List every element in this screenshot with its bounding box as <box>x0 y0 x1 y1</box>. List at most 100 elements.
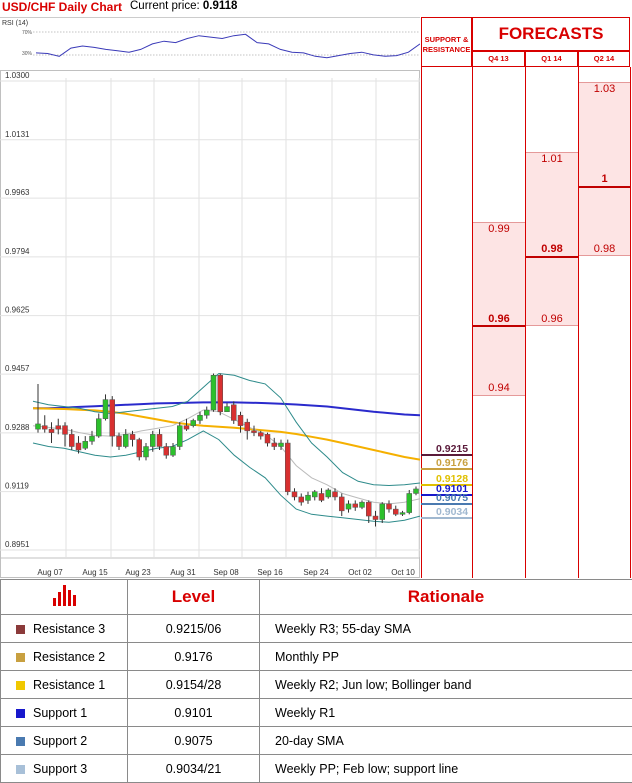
candle <box>211 375 216 410</box>
x-tick-label: Aug 07 <box>37 568 63 577</box>
candle <box>123 434 128 446</box>
rsi-panel: RSI (14) 70% 30% <box>0 17 420 71</box>
forecast-range-q2 <box>579 82 630 256</box>
candle <box>144 447 149 457</box>
overlay-line <box>33 410 420 504</box>
candle <box>265 434 270 443</box>
candle <box>245 422 250 431</box>
bar-chart-icon <box>51 584 77 606</box>
x-tick-label: Sep 24 <box>303 568 329 577</box>
forecast-mid-line-q4 <box>473 325 525 327</box>
current-price-label: Current price: <box>130 0 200 12</box>
x-tick-label: Sep 08 <box>213 568 239 577</box>
level-color-swatch <box>16 709 25 718</box>
chart-frame <box>1 71 420 578</box>
candle <box>346 504 351 509</box>
forecast-mid-line-q2 <box>579 186 630 188</box>
level-rationale: Weekly R2; Jun low; Bollinger band <box>260 671 632 699</box>
sr-level-value: 0.9176 <box>422 457 468 469</box>
candle <box>299 497 304 502</box>
sr-level-value: 0.9075 <box>422 492 468 504</box>
level-name: Resistance 3 <box>33 622 105 636</box>
candle <box>333 492 338 497</box>
candle <box>164 447 169 456</box>
candle <box>400 513 405 515</box>
candle <box>285 443 290 492</box>
candle <box>96 419 101 436</box>
candle <box>83 441 88 448</box>
forecast-mid-q4: 0.96 <box>473 313 525 325</box>
forecasts-header: FORECASTS <box>472 17 630 51</box>
level-color-swatch <box>16 681 25 690</box>
level-rationale: Monthly PP <box>260 643 632 671</box>
candle <box>117 436 122 446</box>
level-name: Support 3 <box>33 762 87 776</box>
level-color-swatch <box>16 765 25 774</box>
candle <box>110 400 115 437</box>
table-row: Resistance 3 0.9215/06 Weekly R3; 55-day… <box>1 615 632 643</box>
candle <box>238 415 243 425</box>
level-value: 0.9154/28 <box>128 671 260 699</box>
levels-table: Level Rationale Resistance 3 0.9215/06 W… <box>0 579 632 783</box>
x-tick-label: Aug 23 <box>125 568 151 577</box>
x-tick-label: Oct 02 <box>348 568 372 577</box>
table-row: Resistance 1 0.9154/28 Weekly R2; Jun lo… <box>1 671 632 699</box>
chart-title: USD/CHF Daily Chart <box>2 0 122 14</box>
candle <box>231 405 236 421</box>
level-name: Support 2 <box>33 734 87 748</box>
forecast-low-q1: 0.96 <box>526 313 578 325</box>
sr-header: SUPPORT & RESISTANCE <box>421 17 472 67</box>
forecast-high-q4: 0.99 <box>473 223 525 235</box>
table-row: Support 3 0.9034/21 Weekly PP; Feb low; … <box>1 755 632 783</box>
candle <box>76 443 81 450</box>
candle <box>42 426 47 429</box>
price-chart: 1.03001.01310.99630.97940.96250.94570.92… <box>0 70 420 578</box>
forecast-col-header-q2: Q2 14 <box>578 51 630 67</box>
candle <box>69 434 74 446</box>
forecast-high-q2: 1.03 <box>579 83 630 95</box>
x-tick-label: Aug 15 <box>82 568 108 577</box>
candle <box>393 509 398 514</box>
x-tick-label: Sep 16 <box>257 568 283 577</box>
overlay-line <box>33 374 420 486</box>
candle <box>103 400 108 419</box>
sr-level-value: 0.9215 <box>422 443 468 455</box>
candle <box>49 429 54 432</box>
candle <box>373 516 378 519</box>
candle <box>63 426 68 435</box>
level-color-swatch <box>16 737 25 746</box>
candle <box>157 434 162 446</box>
candle <box>252 431 257 433</box>
candle <box>36 424 41 429</box>
candle <box>56 426 61 429</box>
table-header-level: Level <box>128 580 260 615</box>
forecast-col-divider <box>630 67 631 578</box>
candle <box>198 415 203 420</box>
forecast-col-header-q4: Q4 13 <box>472 51 525 67</box>
candle <box>184 426 189 429</box>
chart-header: USD/CHF Daily Chart Current price: 0.911… <box>0 0 420 16</box>
level-rationale: Weekly PP; Feb low; support line <box>260 755 632 783</box>
candle <box>414 489 419 494</box>
level-name: Support 1 <box>33 706 87 720</box>
level-color-swatch <box>16 653 25 662</box>
candle <box>380 504 385 520</box>
forecast-high-q1: 1.01 <box>526 153 578 165</box>
candle <box>407 493 412 512</box>
candle <box>279 443 284 446</box>
candle <box>360 502 365 507</box>
forecast-mid-q1: 0.98 <box>526 243 578 255</box>
candle <box>312 492 317 497</box>
level-color-swatch <box>16 625 25 634</box>
table-header-rationale: Rationale <box>260 580 632 615</box>
level-rationale: 20-day SMA <box>260 727 632 755</box>
candle <box>130 434 135 439</box>
current-price: Current price: 0.9118 <box>130 0 237 12</box>
level-rationale: Weekly R3; 55-day SMA <box>260 615 632 643</box>
level-value: 0.9215/06 <box>128 615 260 643</box>
forecast-low-q2: 0.98 <box>579 243 630 255</box>
candle <box>137 440 142 457</box>
candle <box>191 420 196 425</box>
current-price-value: 0.9118 <box>203 0 238 12</box>
rsi-line <box>36 34 420 57</box>
